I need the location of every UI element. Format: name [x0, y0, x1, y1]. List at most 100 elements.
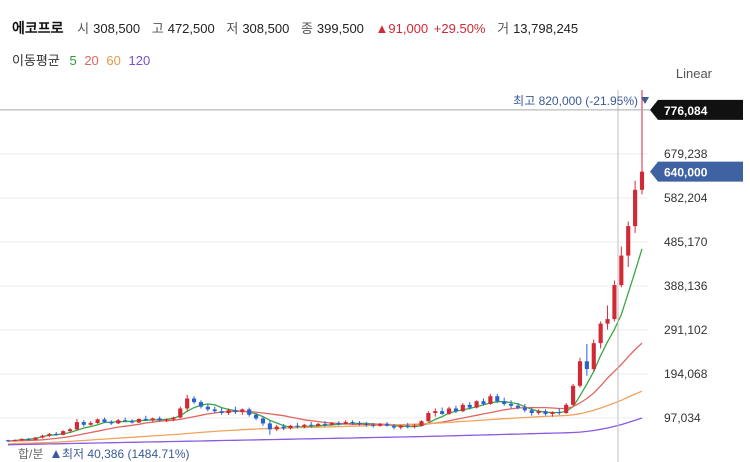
candle	[522, 407, 527, 411]
candle	[571, 385, 576, 405]
candle	[136, 418, 142, 423]
candle	[240, 409, 245, 413]
low-label: 저	[226, 21, 239, 36]
candle	[247, 409, 252, 415]
candle	[5, 440, 11, 442]
y-tick-label: 291,102	[664, 323, 708, 337]
candle	[529, 410, 534, 414]
candle	[295, 425, 300, 427]
candle	[74, 422, 79, 430]
candle	[398, 425, 403, 428]
candle	[233, 410, 238, 413]
candle	[198, 402, 204, 407]
ma-legend-item-20[interactable]: 20	[84, 53, 99, 68]
candle	[467, 404, 472, 408]
candle	[129, 421, 135, 423]
candle	[329, 422, 334, 425]
current-price-tag	[650, 161, 743, 182]
candle	[171, 417, 176, 420]
candle	[474, 401, 479, 408]
candle	[267, 423, 272, 430]
candle	[605, 319, 610, 324]
candle	[384, 423, 390, 426]
candle	[302, 424, 307, 427]
candle	[550, 412, 555, 414]
candle	[254, 414, 259, 419]
candle	[47, 433, 52, 436]
crosshair-price-label: 776,084	[664, 104, 708, 118]
ma-legend-label: 이동평균	[12, 53, 60, 68]
candle	[508, 403, 514, 406]
candle	[557, 412, 562, 414]
candle	[460, 404, 465, 412]
candle	[102, 419, 107, 423]
candle	[185, 398, 190, 409]
candle	[205, 406, 210, 410]
candle	[336, 422, 341, 424]
volume-label: 거	[497, 21, 510, 36]
y-tick-label: 97,034	[664, 411, 701, 425]
candle	[405, 425, 410, 427]
candle	[12, 440, 17, 442]
candle	[446, 408, 452, 414]
candle	[433, 411, 438, 414]
bottom-label: 합/분	[18, 447, 43, 461]
min-annotation: 최저 40,386 (1484.71%)	[62, 447, 190, 461]
candle	[281, 426, 286, 429]
close-value: 399,500	[316, 21, 364, 36]
candle	[350, 422, 355, 424]
max-marker	[641, 97, 649, 104]
candle	[274, 426, 279, 430]
candle	[178, 408, 183, 418]
candle	[453, 408, 459, 412]
ma-legend-item-60[interactable]: 60	[106, 53, 121, 68]
candle	[343, 422, 348, 424]
candle	[219, 411, 224, 414]
candle	[81, 422, 86, 425]
candle	[626, 226, 631, 256]
candle	[164, 419, 169, 421]
candle	[577, 361, 583, 386]
candle	[426, 413, 431, 422]
candle	[116, 420, 121, 424]
high-value: 472,500	[167, 21, 215, 36]
candle	[371, 424, 376, 426]
candle	[19, 438, 24, 441]
crosshair-price-tag	[650, 99, 743, 120]
candle	[391, 425, 396, 428]
volume-value: 13,798,245	[513, 21, 579, 36]
scale-mode-toggle[interactable]: Linear	[675, 66, 712, 81]
candle	[150, 418, 155, 421]
candle	[288, 425, 293, 429]
candle	[309, 424, 314, 426]
candle	[488, 396, 493, 404]
y-tick-label: 582,204	[664, 191, 708, 205]
high-label: 고	[151, 21, 164, 36]
change-value: ▲91,000	[375, 21, 429, 36]
candle	[357, 422, 362, 424]
candle	[191, 398, 197, 403]
open-value: 308,500	[93, 21, 141, 36]
price-header: 에코프로 시 308,500 고 472,500 저 308,500 종 399,500…	[12, 18, 586, 38]
ma-legend-item-5[interactable]: 5	[69, 53, 77, 68]
ma-line-ma120	[7, 417, 643, 446]
open-label: 시	[77, 21, 90, 36]
candle	[536, 411, 541, 414]
ma-legend-item-120[interactable]: 120	[128, 53, 151, 68]
candle	[364, 423, 369, 425]
candle	[143, 418, 148, 421]
candle	[88, 422, 93, 425]
candle	[157, 418, 162, 421]
candle	[419, 421, 424, 426]
candle	[633, 189, 638, 227]
current-price-label: 640,000	[664, 166, 708, 180]
candle	[619, 255, 624, 286]
candle	[109, 422, 114, 424]
candle	[564, 404, 569, 414]
candle	[95, 419, 100, 423]
y-tick-label: 194,068	[664, 367, 708, 381]
close-label: 종	[300, 21, 313, 36]
candle	[543, 411, 548, 414]
